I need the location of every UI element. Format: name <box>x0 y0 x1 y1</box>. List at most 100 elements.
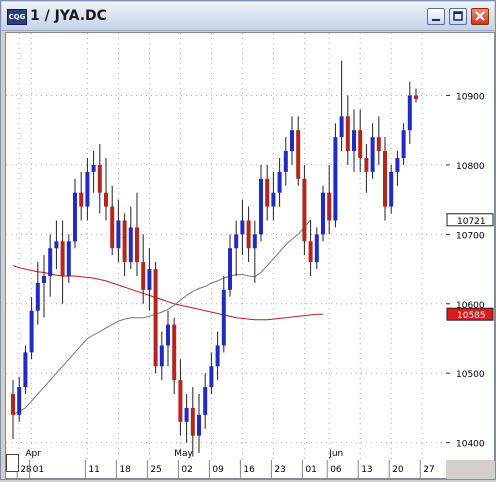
close-icon <box>475 11 485 21</box>
candle <box>389 164 394 214</box>
candle <box>370 123 375 179</box>
candle <box>407 81 412 145</box>
month-label: Apr <box>25 449 41 459</box>
candle-body <box>376 137 381 152</box>
candle-body <box>159 345 164 367</box>
maximize-button[interactable] <box>449 8 467 25</box>
candle <box>60 220 65 304</box>
long-ma-marker <box>446 307 494 321</box>
candle-body <box>302 178 307 242</box>
candle-body <box>389 171 394 207</box>
candle-body <box>265 178 270 207</box>
candle-body <box>184 407 189 422</box>
candle <box>296 116 301 186</box>
candle-body <box>110 206 115 249</box>
candle <box>221 276 226 353</box>
candle <box>166 310 170 367</box>
price-axis: 10400 10500 10600 10700 10800 10900 10721 10585 <box>446 32 495 461</box>
candle-body <box>135 227 139 263</box>
candle <box>23 345 28 395</box>
candle <box>73 178 77 249</box>
candle-body <box>85 171 90 207</box>
candle <box>376 116 381 165</box>
candle-body <box>401 130 406 158</box>
candle-body <box>48 248 53 277</box>
candlestick-chart: Apr May Jun <box>6 33 446 460</box>
candle <box>79 171 84 221</box>
candle <box>252 220 257 283</box>
candle <box>283 137 288 186</box>
candle <box>345 95 350 165</box>
candle-body <box>358 130 363 158</box>
day-label: 06 <box>330 465 342 475</box>
candle <box>17 376 22 422</box>
candle-body <box>203 387 208 415</box>
minimize-button[interactable] <box>427 8 445 25</box>
candle-body <box>383 151 387 207</box>
candle <box>128 206 133 270</box>
candle-body <box>141 262 146 290</box>
candle-body <box>166 324 170 346</box>
short-moving-average-line <box>12 219 311 416</box>
candle-body <box>172 324 177 381</box>
candle <box>321 185 325 242</box>
candle-body <box>153 269 158 367</box>
candle-body <box>271 192 276 207</box>
candle-body <box>314 234 319 263</box>
long-moving-average-line <box>12 265 323 321</box>
candle-body <box>209 366 214 388</box>
candle <box>122 213 127 277</box>
candle <box>228 234 232 297</box>
candle <box>265 164 270 221</box>
price-tick-label: 10400 <box>456 440 485 450</box>
candle-body <box>66 241 71 277</box>
candle-body <box>221 289 226 346</box>
candle-body <box>178 380 183 422</box>
minimize-icon <box>432 19 440 21</box>
candle <box>35 262 40 325</box>
chart-scroll-handle[interactable] <box>6 454 19 472</box>
candle-body <box>79 192 84 207</box>
candle <box>358 109 363 172</box>
candle <box>209 352 214 395</box>
candle <box>383 137 387 221</box>
candle-body <box>321 192 325 235</box>
candle-body <box>240 220 245 235</box>
candle <box>11 380 15 440</box>
title-bar[interactable]: CQG 1 / JYA.DC <box>2 2 494 31</box>
candle-body <box>91 164 96 172</box>
candle <box>85 157 90 221</box>
candle <box>302 164 307 256</box>
price-axis-labels: 10400 10500 10600 10700 10800 10900 10721 10585 <box>446 92 494 450</box>
candle <box>97 144 102 214</box>
candle <box>42 255 46 318</box>
candle <box>259 164 263 242</box>
month-label: May <box>174 449 193 459</box>
candle <box>110 185 115 256</box>
candle <box>172 317 177 395</box>
candle-body <box>252 234 257 249</box>
candle <box>153 262 158 374</box>
close-button[interactable] <box>471 8 489 25</box>
candle <box>395 151 400 186</box>
candle <box>401 123 406 165</box>
day-label: 18 <box>119 465 131 475</box>
axis-corner <box>446 460 494 478</box>
candle-body <box>54 241 59 249</box>
candle-body <box>128 227 133 263</box>
price-chart[interactable]: Apr May Jun <box>5 32 447 461</box>
candle-body <box>97 164 102 193</box>
day-label: 25 <box>150 465 161 475</box>
day-label: 13 <box>361 465 372 475</box>
candle <box>91 151 96 193</box>
candle <box>104 157 108 221</box>
candle-body <box>296 130 301 179</box>
candle <box>66 234 71 283</box>
day-label: 09 <box>212 465 224 475</box>
candle <box>197 394 201 454</box>
candle <box>308 220 313 277</box>
candle <box>135 192 139 277</box>
candle-body <box>364 157 369 172</box>
candle-body <box>23 352 28 388</box>
